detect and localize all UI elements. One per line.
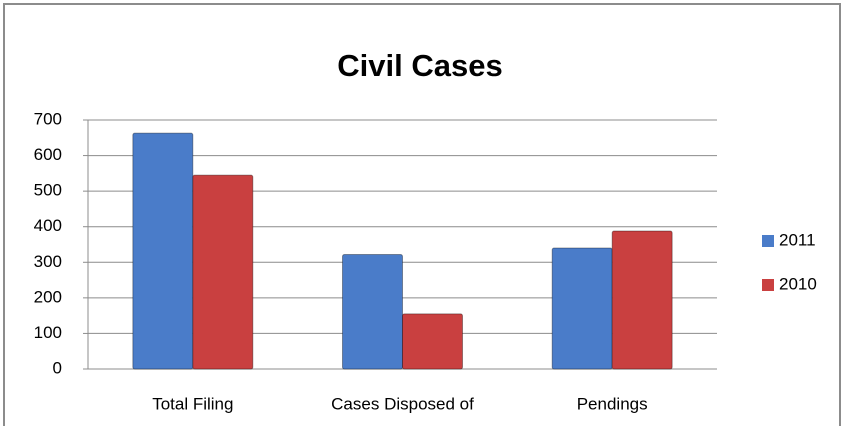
y-tick-label: 0 (53, 358, 62, 377)
y-tick-label: 200 (34, 287, 62, 306)
x-tick-label: Total Filing (152, 394, 233, 413)
bar (611, 230, 673, 370)
bar (402, 313, 463, 370)
x-tick-label: Pendings (577, 394, 648, 413)
legend-swatch (762, 279, 774, 291)
y-tick-label: 600 (34, 145, 62, 164)
bar (132, 132, 194, 370)
bar (342, 253, 403, 370)
y-tick-label: 300 (34, 252, 62, 271)
bar (551, 247, 613, 370)
x-tick-label: Cases Disposed of (331, 394, 474, 413)
legend-label: 2011 (779, 230, 816, 249)
chart-title: Civil Cases (337, 48, 502, 83)
y-tick-label: 400 (34, 216, 62, 235)
y-tick-label: 100 (34, 323, 62, 342)
legend-swatch (762, 235, 774, 247)
y-tick-label: 700 (34, 109, 62, 128)
y-tick-label: 500 (34, 181, 62, 200)
bar (192, 174, 254, 370)
legend-label: 2010 (779, 274, 817, 293)
